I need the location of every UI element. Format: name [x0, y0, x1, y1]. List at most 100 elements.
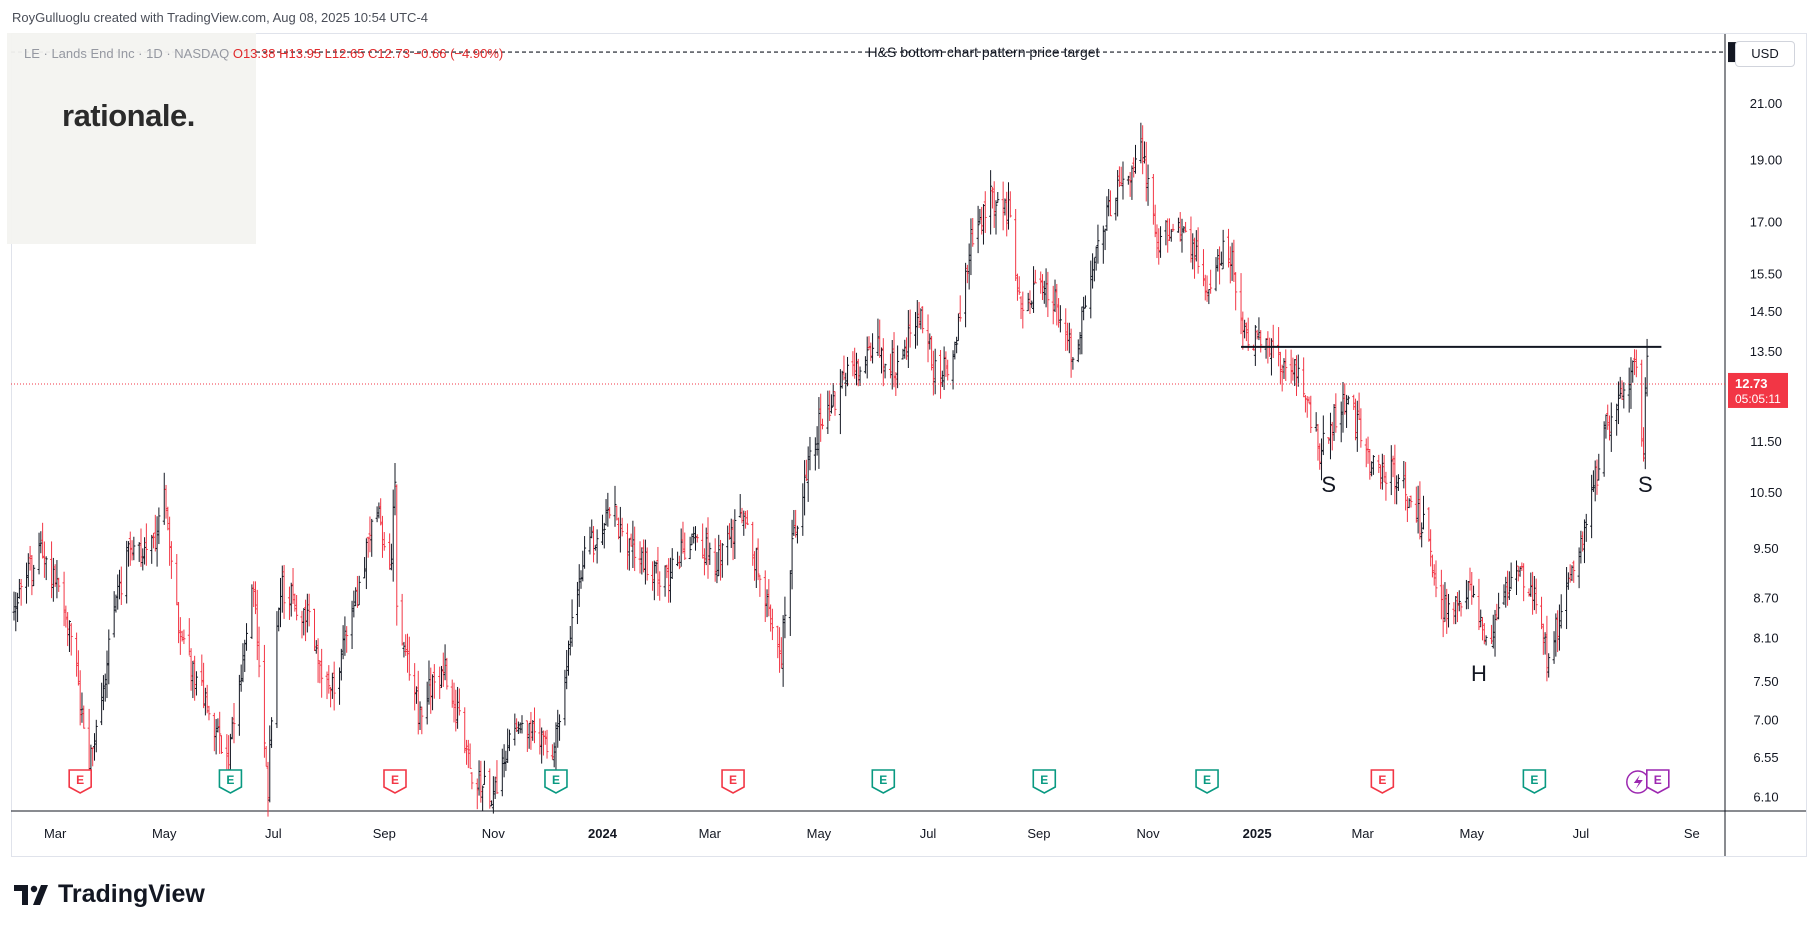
ohlc-bar	[75, 632, 79, 677]
legend-symbol[interactable]: LE · Lands End Inc · 1D · NASDAQ	[24, 46, 230, 61]
ohlc-bar	[1479, 609, 1483, 628]
ohlc-bar	[1354, 398, 1358, 441]
earnings-marker[interactable]: E	[544, 769, 568, 794]
ohlc-bar	[481, 785, 485, 812]
ohlc-bar	[1142, 141, 1146, 164]
ohlc-bar	[953, 341, 957, 360]
ohlc-bar	[515, 718, 519, 732]
ohlc-bar	[1180, 218, 1184, 253]
ohlc-bar	[280, 565, 284, 613]
ohlc-bar	[1622, 382, 1626, 409]
ohlc-bar	[851, 351, 855, 377]
ohlc-bar	[858, 366, 862, 386]
ohlc-bar	[42, 541, 46, 578]
ohlc-bar	[62, 571, 66, 627]
ohlc-bar	[579, 570, 583, 589]
ohlc-bar	[105, 650, 109, 699]
ohlc-bar	[754, 547, 758, 589]
ohlc-bar	[967, 243, 971, 290]
earnings-marker[interactable]: E	[1195, 769, 1219, 794]
ohlc-bar	[382, 532, 386, 551]
ohlc-bar	[1332, 404, 1336, 441]
time-axis-label: Sep	[373, 826, 396, 841]
ohlc-bar	[888, 353, 892, 379]
ohlc-bar	[1066, 322, 1070, 351]
ohlc-bar	[990, 186, 994, 209]
ohlc-bar	[500, 748, 504, 797]
earnings-marker[interactable]: E	[721, 769, 745, 794]
earnings-marker[interactable]: E	[1032, 769, 1057, 794]
ohlc-bar	[931, 350, 935, 396]
ohlc-bar	[352, 590, 356, 618]
ohlc-bar	[1196, 227, 1200, 274]
tradingview-logo[interactable]: TradingView	[14, 880, 205, 909]
ohlc-bar	[1302, 357, 1306, 398]
ohlc-bar	[1579, 530, 1583, 564]
ohlc-bar	[1341, 382, 1345, 433]
ohlc-bar	[1584, 513, 1588, 542]
ohlc-bar	[901, 348, 905, 360]
ohlc-bar	[1309, 395, 1313, 434]
ohlc-bar	[570, 599, 574, 647]
ohlc-bar	[94, 719, 98, 753]
ohlc-bar	[339, 648, 343, 681]
ohlc-bar	[1205, 275, 1209, 302]
ohlc-bar	[66, 612, 70, 647]
ohlc-bar	[633, 526, 637, 572]
ohlc-bar	[1239, 273, 1243, 335]
ohlc-bar	[1507, 571, 1511, 600]
ohlc-bar	[1506, 570, 1510, 606]
ohlc-bar	[1246, 317, 1250, 351]
ohlc-bar	[1067, 322, 1071, 354]
ohlc-bar	[1572, 560, 1576, 583]
earnings-marker[interactable]: E	[871, 769, 896, 794]
svg-text:E: E	[391, 773, 399, 787]
ohlc-bar	[300, 610, 304, 639]
ohlc-bar	[969, 218, 973, 276]
ohlc-bar	[245, 623, 249, 651]
ohlc-bar	[629, 533, 633, 547]
ohlc-bar	[200, 654, 204, 686]
ohlc-bar	[1058, 305, 1062, 333]
earnings-marker[interactable]: E	[383, 769, 407, 794]
ohlc-bar	[781, 615, 785, 687]
earnings-marker[interactable]: E	[218, 769, 243, 794]
ohlc-bar	[1153, 204, 1157, 238]
ohlc-bar	[450, 679, 454, 708]
ohlc-bar	[770, 608, 774, 641]
earnings-marker[interactable]: E	[68, 769, 92, 794]
ohlc-bar	[305, 593, 309, 633]
currency-button[interactable]: USD	[1735, 41, 1795, 67]
ohlc-bar	[817, 397, 821, 469]
ohlc-bar	[1559, 594, 1563, 629]
ohlc-bar	[1532, 575, 1536, 611]
ohlc-bar	[64, 605, 68, 628]
ohlc-bar	[688, 536, 692, 560]
ohlc-bar	[456, 686, 460, 729]
ohlc-bar	[1556, 610, 1560, 653]
last-price-tag	[1728, 372, 1788, 408]
earnings-marker[interactable]: E	[1370, 769, 1395, 794]
ohlc-bar	[1055, 283, 1059, 326]
ohlc-bar	[942, 346, 946, 390]
ohlc-bar	[1305, 396, 1309, 418]
earnings-marker[interactable]: E	[1522, 769, 1547, 794]
ohlc-bar	[187, 618, 191, 656]
ohlc-bar	[1078, 331, 1082, 355]
ohlc-bar	[445, 657, 449, 690]
earnings-marker[interactable]: E	[1626, 769, 1670, 794]
ohlc-bar	[719, 539, 723, 581]
ohlc-bar	[695, 534, 699, 543]
svg-text:E: E	[1378, 773, 1386, 787]
ohlc-bar	[989, 170, 993, 235]
ohlc-bar	[1522, 563, 1526, 602]
ohlc-bar	[150, 534, 154, 564]
ohlc-bar	[420, 706, 424, 735]
ohlc-bar	[1346, 395, 1350, 405]
ohlc-bar	[1334, 393, 1338, 433]
ohlc-bar	[87, 708, 91, 773]
svg-text:E: E	[226, 773, 234, 787]
ohlc-bar	[713, 538, 717, 582]
ohlc-bar	[1414, 486, 1418, 523]
